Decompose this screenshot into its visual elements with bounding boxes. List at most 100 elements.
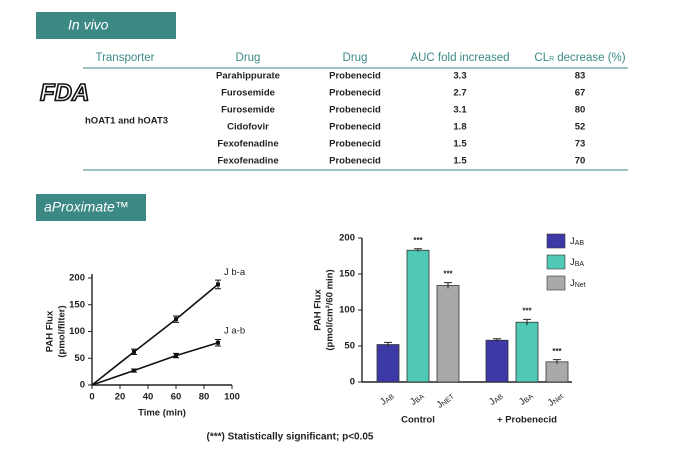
y-axis-label: PAH Flux [313, 289, 324, 331]
text-part: BA [414, 393, 426, 405]
text-part: Net [575, 282, 586, 289]
significance: *** [522, 306, 532, 315]
y-axis-label: (pmol/cm²/60 min) [325, 269, 336, 350]
y-tick-label: 0 [80, 380, 85, 391]
text-part: J [545, 397, 556, 409]
error-bar [493, 338, 501, 342]
column-header: AUC fold increased [410, 52, 509, 64]
table-cell: Cidofovir [227, 122, 269, 133]
table-cell: Probenecid [329, 105, 381, 116]
column-header: Drug [343, 52, 368, 64]
text-part: Net [552, 393, 565, 405]
error-bar [523, 318, 531, 326]
column-header: CLR decrease (%) [534, 52, 625, 64]
legend-label: JBA [570, 257, 584, 268]
text-part: J [408, 396, 419, 408]
bar-label: JBA [408, 390, 426, 408]
data-point [174, 353, 178, 358]
column-header: Drug [236, 52, 261, 64]
text-part: AB [493, 393, 505, 405]
x-tick-label: 20 [115, 392, 126, 403]
data-point [132, 368, 136, 373]
legend-swatch [546, 275, 566, 291]
text-part: J [570, 278, 575, 289]
bar [406, 249, 430, 383]
text-part: J [487, 396, 498, 408]
text-part: AB [384, 393, 396, 405]
table-cell: Furosemide [221, 105, 275, 116]
y-tick-label: 0 [350, 377, 355, 388]
y-tick-label: 50 [74, 353, 85, 364]
x-tick-label: 60 [171, 392, 182, 403]
y-tick-label: 200 [69, 273, 85, 284]
text-part: BA [575, 261, 585, 268]
significance: *** [552, 347, 562, 356]
error-bar [444, 282, 452, 289]
significance: *** [443, 270, 453, 279]
table-cell: Probenecid [329, 71, 381, 82]
bar [545, 361, 569, 383]
table-cell: 83 [575, 71, 586, 82]
table-cell: 73 [575, 139, 586, 150]
error-bar [553, 359, 561, 364]
category-label: Control [401, 415, 435, 426]
table-cell: Probenecid [329, 122, 381, 133]
text-part: decrease (%) [557, 52, 626, 64]
table-cell: Fexofenadine [217, 156, 278, 167]
table-cell: Probenecid [329, 156, 381, 167]
bar-label: JAB [487, 390, 505, 408]
table-cell: Fexofenadine [217, 139, 278, 150]
table-cell: Parahippurate [216, 71, 280, 82]
bar [515, 321, 539, 383]
table-cell: 3.3 [453, 71, 466, 82]
legend-label: JAB [570, 236, 584, 247]
error-bar [414, 248, 422, 252]
y-tick-label: 150 [339, 269, 355, 280]
data-point [216, 340, 220, 345]
banner-text: aProximate™ [44, 199, 129, 215]
y-tick-label: 150 [69, 299, 85, 310]
text-part: CL [534, 52, 549, 64]
y-tick-label: 50 [344, 341, 355, 352]
y-axis-label: (pmol/filter) [57, 305, 68, 357]
table-cell: 1.5 [453, 139, 467, 150]
table-cell: Furosemide [221, 88, 275, 99]
x-tick-label: 80 [199, 392, 210, 403]
banner-text: In vivo [68, 17, 109, 33]
banner [36, 194, 146, 221]
table-cell: 70 [575, 156, 586, 167]
table-cell: Probenecid [329, 139, 381, 150]
text-part: J [378, 396, 389, 408]
table-cell: 1.5 [453, 156, 467, 167]
text-part: NET [441, 393, 457, 408]
column-header: Transporter [95, 52, 154, 64]
text-part: AB [575, 240, 585, 247]
banner [36, 12, 176, 39]
table-cell: Probenecid [329, 88, 381, 99]
series-line [91, 341, 219, 386]
bar-label: JAB [378, 390, 396, 408]
text-part: J [570, 236, 575, 247]
transporter: hOAT1 and hOAT3 [85, 116, 168, 127]
text-part: R [549, 56, 554, 63]
table-cell: 52 [575, 122, 586, 133]
table-cell: 2.7 [453, 88, 466, 99]
x-tick-label: 0 [89, 392, 94, 403]
series-label: J a-b [224, 325, 245, 336]
x-axis-label: Time (min) [138, 408, 186, 419]
significance: *** [413, 236, 423, 245]
bar-label: JNet [545, 390, 564, 409]
series-line [91, 283, 219, 386]
category-label: + Probenecid [497, 415, 557, 426]
footnote: (***) Statistically significant; p<0.05 [207, 432, 374, 443]
x-tick-label: 100 [224, 392, 240, 403]
y-tick-label: 100 [339, 305, 355, 316]
data-point [132, 349, 136, 354]
bar [376, 344, 400, 383]
legend-label: JNet [570, 278, 586, 289]
bar [485, 339, 509, 383]
fda-logo: FDA [40, 79, 89, 106]
table-cell: 3.1 [453, 105, 467, 116]
bar-label: JNET [434, 389, 456, 410]
